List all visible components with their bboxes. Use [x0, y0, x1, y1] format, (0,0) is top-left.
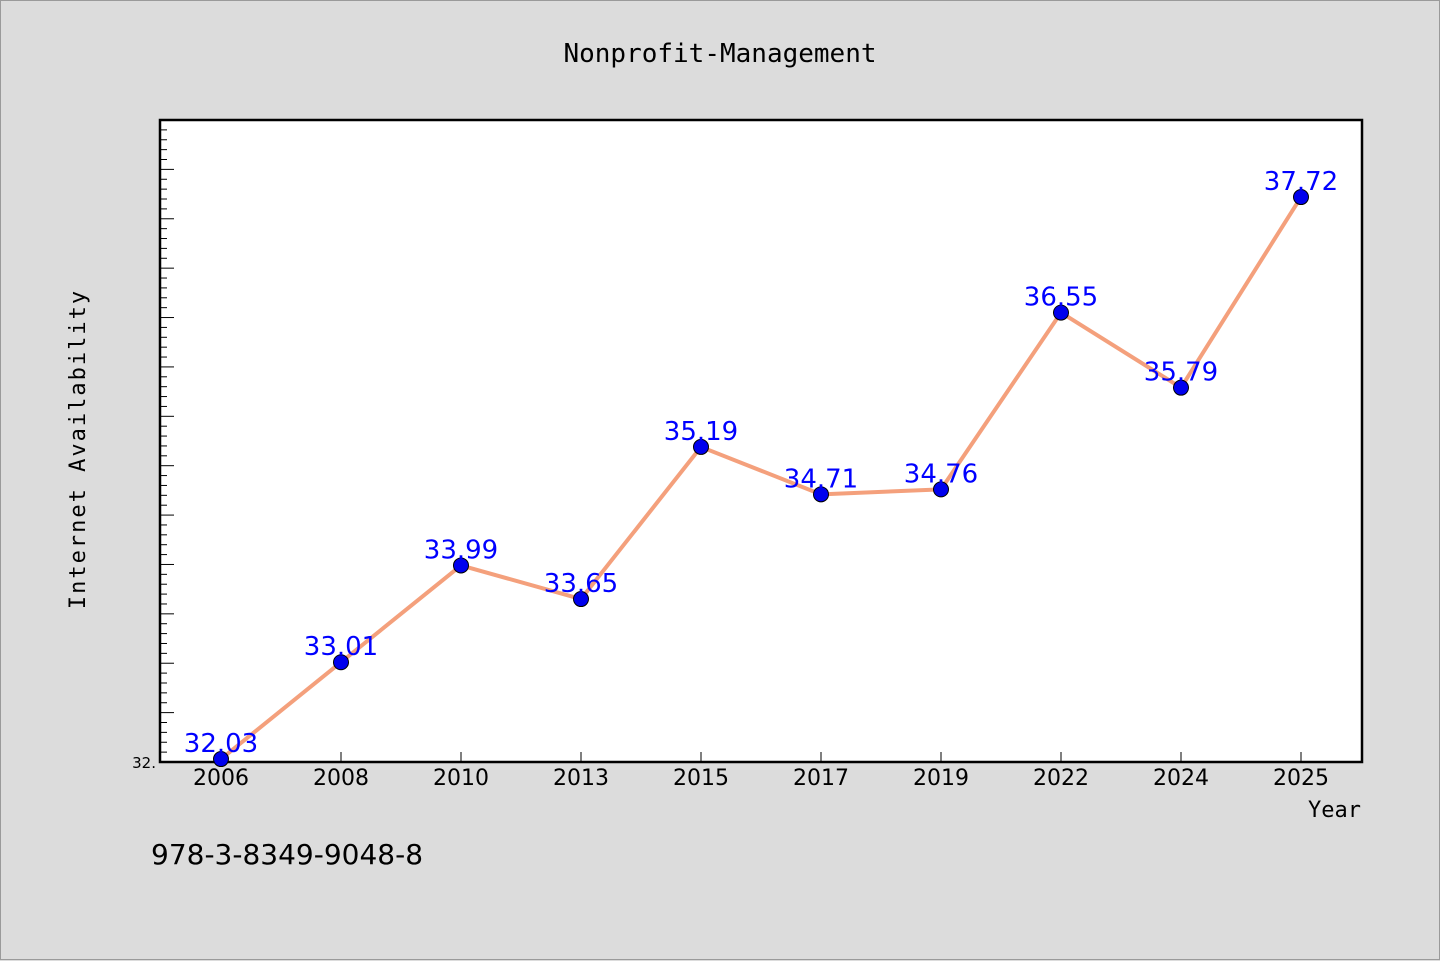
- data-label: 35.19: [664, 417, 738, 447]
- x-tick-label: 2013: [553, 766, 609, 791]
- data-label: 34.71: [784, 464, 858, 494]
- data-point: [453, 557, 469, 574]
- x-tick-label: 2008: [313, 766, 369, 791]
- x-tick-label: 2010: [433, 766, 489, 791]
- x-axis-ticks: 2006 2008 2010 2013 2015 2017 2019 2022 2024 2025: [193, 752, 1329, 791]
- series-layer: 32.03 33.01 33.99 33.65 35.19 34.71 34.76 36.55…: [184, 167, 1338, 768]
- series-line: [219, 195, 1303, 761]
- x-tick-label: 2006: [193, 766, 249, 791]
- data-label: 33.01: [304, 632, 378, 662]
- data-label: 34.76: [904, 459, 978, 489]
- isbn-annotation: 978-3-8349-9048-8: [151, 838, 423, 871]
- data-point: [1053, 304, 1069, 321]
- data-point: [933, 481, 949, 498]
- data-point: [213, 751, 229, 768]
- data-point: [813, 486, 829, 503]
- x-tick-label: 2019: [913, 766, 969, 791]
- y-axis-label: Internet Availability: [66, 289, 91, 609]
- chart-title: Nonprofit-Management: [563, 39, 876, 69]
- data-point: [693, 438, 709, 455]
- data-label: 33.65: [544, 569, 618, 599]
- data-point: [333, 654, 349, 671]
- x-tick-label: 2022: [1033, 766, 1089, 791]
- data-label: 36.55: [1024, 283, 1098, 313]
- data-label: 35.79: [1144, 358, 1218, 388]
- plot-area: [158, 118, 1364, 764]
- data-point: [573, 591, 589, 608]
- y-axis-ticks: 32.: [132, 129, 174, 772]
- x-tick-label: 2025: [1273, 766, 1329, 791]
- data-label: 37.72: [1264, 167, 1338, 197]
- x-axis-label: Year: [1308, 798, 1361, 823]
- y-tick-label: 32.: [132, 754, 156, 772]
- x-tick-label: 2017: [793, 766, 849, 791]
- x-tick-label: 2015: [673, 766, 729, 791]
- data-point: [1293, 189, 1309, 206]
- data-point: [1173, 379, 1189, 396]
- x-tick-label: 2024: [1153, 766, 1209, 791]
- data-label: 32.03: [184, 729, 258, 759]
- data-label: 33.99: [424, 535, 498, 565]
